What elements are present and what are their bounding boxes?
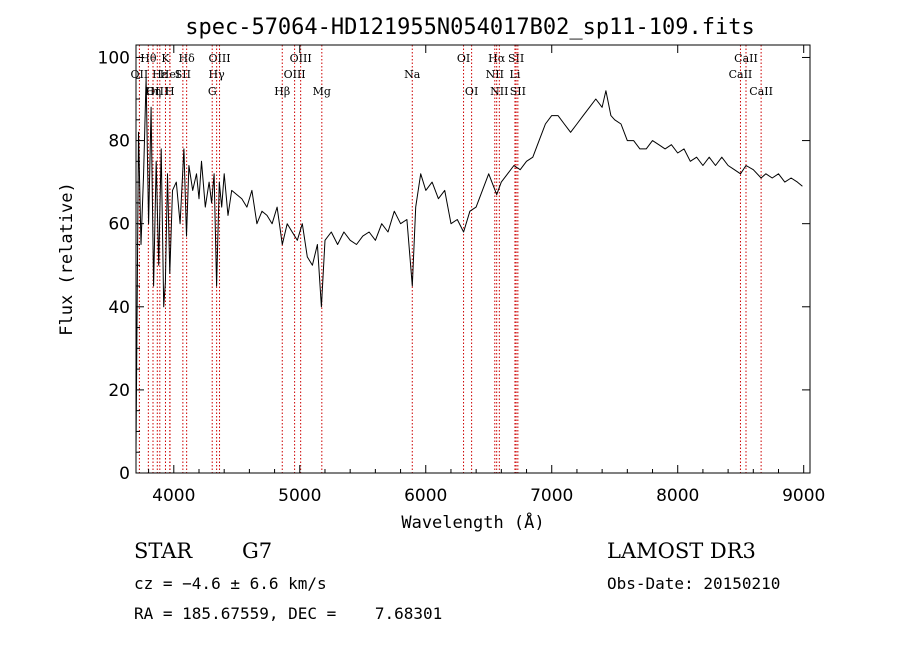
spectral-line-label: CaII — [734, 52, 758, 65]
y-tick-label: 40 — [108, 298, 130, 318]
x-axis-label: Wavelength (Å) — [401, 511, 544, 533]
y-axis-label: Flux (relative) — [57, 182, 77, 336]
x-tick-label: 7000 — [530, 486, 573, 506]
x-tick-label: 8000 — [656, 486, 699, 506]
spectral-line-label: K — [161, 52, 170, 65]
spectral-line-label: Li — [510, 68, 521, 81]
spectral-line-label: Mg — [313, 85, 331, 98]
spectral-line-label: OIII — [284, 68, 306, 81]
spectral-line-label: G — [208, 85, 217, 98]
y-tick-label: 0 — [119, 464, 130, 484]
spectral-line-label: OIII — [208, 52, 230, 65]
spectral-line-label: Hα — [488, 52, 506, 65]
object-class: STAR — [134, 539, 193, 563]
spectral-line-label: CaII — [729, 68, 753, 81]
obs-date-text: Obs-Date: 20150210 — [607, 574, 781, 593]
object-subclass: G7 — [242, 539, 273, 563]
y-tick-label: 80 — [108, 132, 130, 152]
y-tick-label: 100 — [98, 48, 130, 68]
y-tick-label: 60 — [108, 215, 130, 235]
spectral-line-label: OIII — [146, 85, 168, 98]
x-tick-label: 9000 — [782, 486, 825, 506]
spectral-line-label: Hε — [152, 68, 168, 81]
spectral-line-label: Na — [404, 68, 421, 81]
spectral-line-label: CaII — [749, 85, 773, 98]
y-tick-label: 20 — [108, 381, 130, 401]
spectrum-line — [135, 77, 803, 453]
spectral-line-label: Hδ — [179, 52, 196, 65]
spectral-line-label: OI — [457, 52, 470, 65]
spectral-line-label: NII — [490, 85, 508, 98]
spectral-line-label: Hγ — [209, 68, 226, 81]
x-tick-label: 5000 — [278, 486, 321, 506]
axes: 4000 5000 6000 7000 8000 9000 0 20 40 60 80 100 — [98, 45, 825, 506]
spectrum-plot — [135, 77, 803, 453]
coordinates-text: RA = 185.67559, DEC = 7.68301 — [134, 604, 443, 623]
spectral-line-label: SII — [175, 68, 191, 81]
survey-name: LAMOST DR3 — [607, 539, 756, 563]
spectral-line-label: OIII — [290, 52, 312, 65]
spectral-line-label: NII — [486, 68, 504, 81]
chart-title: spec-57064-HD121955N054017B02_sp11-109.f… — [185, 15, 755, 40]
redshift-text: cz = −4.6 ± 6.6 km/s — [134, 574, 327, 593]
spectral-line-label: H — [165, 85, 175, 98]
spectral-line-label: SII — [508, 52, 524, 65]
plot-frame — [135, 44, 811, 474]
spectral-line-label: Hβ — [274, 85, 290, 98]
spectral-line-label: OII — [131, 68, 149, 81]
spectral-line-label: OI — [465, 85, 478, 98]
spectral-line-label: Hθ — [140, 52, 157, 65]
spectral-line-label: SII — [510, 85, 526, 98]
x-tick-label: 6000 — [404, 486, 447, 506]
spectral-line-label: Hη — [145, 85, 161, 98]
x-tick-label: 4000 — [152, 486, 195, 506]
